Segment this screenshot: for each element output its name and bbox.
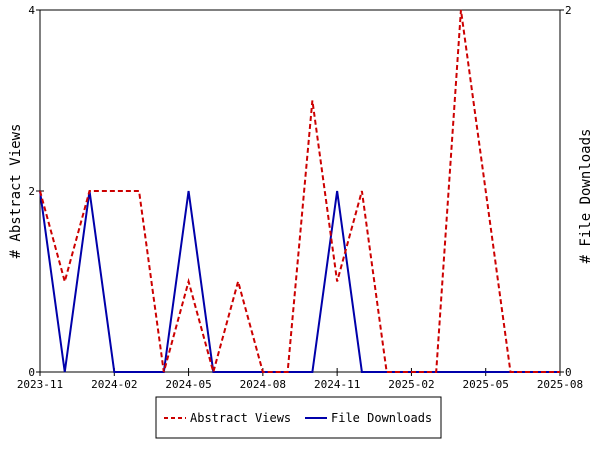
x-tick-label: 2024-02	[91, 378, 137, 391]
x-tick-label: 2024-11	[314, 378, 360, 391]
x-tick-label: 2024-05	[165, 378, 211, 391]
legend-label-abstract-views: Abstract Views	[190, 411, 291, 425]
x-tick-label: 2024-08	[240, 378, 286, 391]
y-axis-label: # Abstract Views	[8, 124, 24, 259]
series-line-abstract-views	[39, 9, 560, 376]
y-tick-label: 4	[28, 4, 35, 17]
x-tick-label: 2025-02	[388, 378, 434, 391]
axes: 2023-11 2024-02 2024-05 2024-08 2024-11 2025-…	[17, 4, 583, 391]
legend: Abstract Views File Downloads	[155, 396, 442, 439]
x-tick-label: 2025-05	[463, 378, 509, 391]
y2-tick-label: 2	[565, 4, 572, 17]
legend-box	[155, 396, 442, 439]
y2-tick-label: 0	[565, 366, 572, 379]
x-tick-label: 2023-11	[17, 378, 63, 391]
series-line-file-downloads	[39, 190, 560, 373]
y2-axis-label: # File Downloads	[578, 129, 594, 264]
legend-label-file-downloads: File Downloads	[331, 411, 432, 425]
y-tick-label: 2	[28, 185, 35, 198]
series-layer	[39, 9, 560, 376]
x-tick-label: 2025-08	[537, 378, 583, 391]
y-tick-label: 0	[28, 366, 35, 379]
